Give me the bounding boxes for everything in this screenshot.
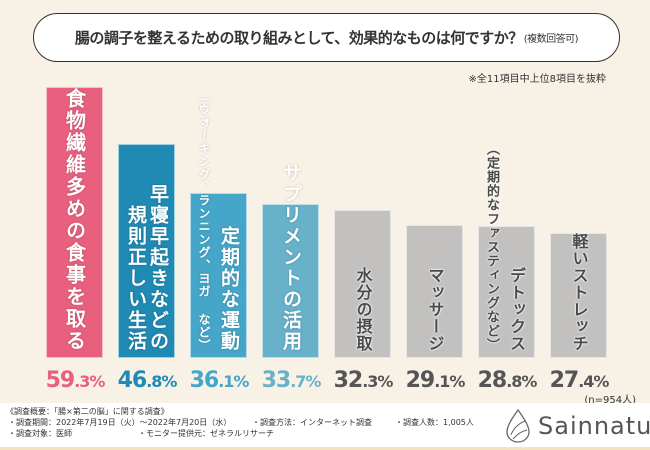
- question-title: 腸の調子を整えるための取り組みとして、効果的なものは何ですか？ (複数回答可): [33, 13, 620, 62]
- bar-label: 早寝早起きなどの: [147, 184, 169, 352]
- value-label: 46.8%: [117, 368, 178, 393]
- note: ※全11項目中上位8項目を抜粋: [468, 74, 606, 85]
- drop-leaf-icon: [506, 409, 530, 443]
- bar-chart: 食物繊維多めの食事を取る 59.3% 早寝早起きなどの 規則正しい生活 46.8% 定期的…: [45, 87, 610, 393]
- survey-method: ・調査方法：インターネット調査: [252, 418, 372, 427]
- brand-logo: Sainnatul: [506, 409, 650, 443]
- value-label: 36.1%: [189, 368, 250, 393]
- bar-label: 水分の摂取: [353, 267, 373, 352]
- value-label: 29.1%: [405, 368, 466, 393]
- survey-provider: ・モニター提供元：ゼネラルリサーチ: [138, 429, 274, 438]
- sample-size: (n=954人): [584, 395, 636, 406]
- bar-label: 規則正しい生活: [125, 205, 147, 352]
- bar-label: 定期的な運動: [218, 226, 240, 352]
- footer: 《調査概要：「腸×第二の脳」に関する調査》 ・調査期間：2022年7月19日（火…: [0, 403, 650, 450]
- survey-heading: 《調査概要：「腸×第二の脳」に関する調査》: [6, 407, 169, 416]
- value-label: 28.8%: [477, 368, 538, 393]
- bar: [550, 232, 607, 358]
- title-text: 腸の調子を整えるための取り組みとして、効果的なものは何ですか？: [74, 29, 523, 47]
- bar-sub-label: （ウォーキング、ランニング、ヨガ など）: [197, 90, 211, 352]
- logo-text: Sainnatul: [538, 412, 650, 440]
- bar: [46, 87, 103, 358]
- bar-label: デトックス: [507, 267, 526, 352]
- bar-sub-label: （定期的なファスティングなど）: [484, 142, 499, 352]
- bar: [262, 204, 319, 358]
- bar: [406, 225, 463, 358]
- bar: [118, 144, 175, 358]
- bar: [478, 226, 535, 358]
- bar-label: 軽いストレッチ: [569, 233, 589, 352]
- value-label: 32.3%: [333, 368, 394, 393]
- bar-label: 食物繊維多めの食事を取る: [62, 88, 87, 352]
- bar: [190, 193, 247, 358]
- value-label: 33.7%: [261, 368, 322, 393]
- survey-period: ・調査期間：2022年7月19日（火）～2022年7月20日（水）: [8, 418, 232, 427]
- survey-count: ・調査人数：1,005人: [395, 418, 474, 427]
- bar-label: マッサージ: [425, 267, 445, 352]
- survey-target: ・調査対象：医師: [8, 429, 72, 438]
- title-suffix: (複数回答可): [523, 34, 579, 45]
- bar: [334, 210, 391, 358]
- value-label: 59.3%: [45, 368, 106, 393]
- bar-label: サプリメントの活用: [280, 163, 302, 352]
- value-label: 27.4%: [549, 368, 610, 393]
